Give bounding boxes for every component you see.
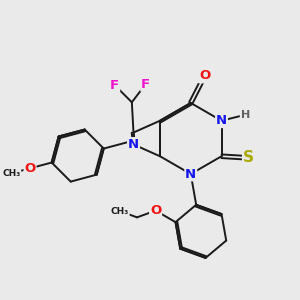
Text: O: O bbox=[24, 162, 36, 175]
Text: N: N bbox=[216, 114, 227, 127]
Text: N: N bbox=[185, 167, 196, 181]
Text: O: O bbox=[199, 70, 210, 83]
Text: CH₃: CH₃ bbox=[111, 207, 129, 216]
Text: H: H bbox=[241, 110, 250, 120]
Text: F: F bbox=[141, 78, 150, 91]
Text: N: N bbox=[128, 138, 139, 151]
Text: O: O bbox=[150, 204, 161, 217]
Text: CH₃: CH₃ bbox=[2, 169, 21, 178]
Text: F: F bbox=[110, 79, 119, 92]
Text: S: S bbox=[243, 150, 254, 165]
